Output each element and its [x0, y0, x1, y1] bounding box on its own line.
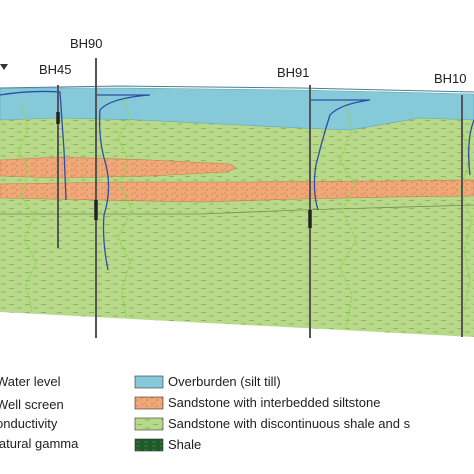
conductivity-log-bh10 — [468, 119, 474, 176]
water-level-marker — [0, 64, 8, 70]
legend-shale: Shale — [168, 437, 201, 452]
unit-legend: Overburden (silt till) Sandstone with in… — [134, 374, 411, 452]
legend-sandstone-siltstone: Sandstone with interbedded siltstone — [168, 395, 380, 410]
conductivity-log-bh45 — [0, 90, 67, 201]
symbol-legend: Water level Well screen onductivity latu… — [0, 374, 79, 451]
borehole-label-bh91: BH91 — [277, 65, 310, 80]
gamma-log-bh45 — [17, 104, 37, 313]
legend-swatch-overburden — [134, 375, 164, 389]
legend-overburden: Overburden (silt till) — [168, 374, 281, 389]
conductivity-log-bh90 — [95, 94, 151, 271]
legend-swatch-shale — [134, 438, 164, 452]
borehole-label-bh10: BH10 — [434, 71, 467, 86]
overburden-unit — [0, 87, 474, 131]
ground-surface — [0, 85, 474, 93]
gamma-log-bh90 — [117, 97, 133, 319]
sandstone-siltstone-unit-lower — [0, 179, 474, 203]
legend-natural-gamma: latural gamma — [0, 436, 79, 451]
legend-well-screen: Well screen — [0, 397, 64, 412]
gamma-log-bh91 — [339, 99, 357, 331]
legend-swatch-sandstone-siltstone — [134, 396, 164, 410]
interbed-line — [0, 204, 474, 215]
legend-conductivity: onductivity — [0, 416, 58, 431]
borehole-label-bh45: BH45 — [39, 62, 72, 77]
borehole-label-bh90: BH90 — [70, 36, 103, 51]
sandstone-shale-unit — [0, 104, 474, 337]
legend-sandstone-shale: Sandstone with discontinuous shale and s — [168, 416, 411, 431]
conductivity-log-bh91 — [310, 99, 371, 211]
legend-swatch-sandstone-shale — [134, 417, 164, 431]
gamma-log-bh10 — [459, 129, 473, 311]
legend-water-level: Water level — [0, 374, 61, 389]
